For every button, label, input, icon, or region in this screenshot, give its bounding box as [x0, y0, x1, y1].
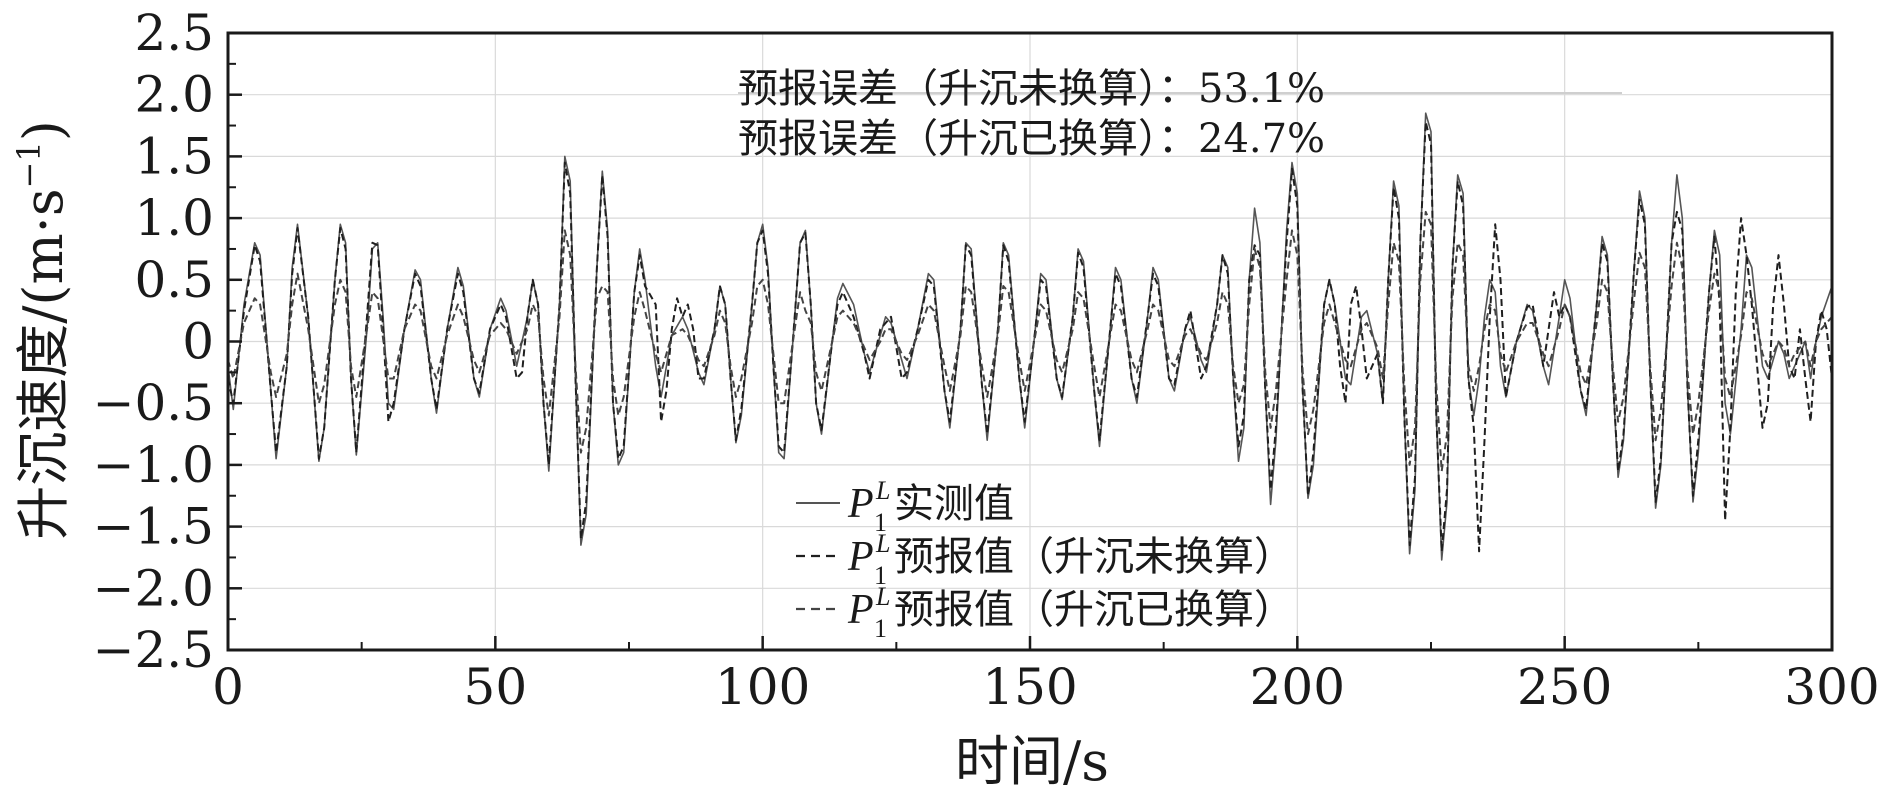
- legend-label: 实测值: [894, 481, 1014, 527]
- legend-subscript: 1: [874, 508, 887, 537]
- legend-symbol: P: [847, 534, 874, 580]
- x-tick-label: 150: [982, 658, 1077, 716]
- y-axis-title-superscript: −1: [10, 141, 48, 188]
- y-tick-label: 2.5: [134, 4, 214, 62]
- y-tick-label: 1.0: [134, 189, 214, 247]
- y-tick-label: 2.0: [134, 66, 214, 124]
- series-line-3: [227, 210, 1833, 473]
- y-tick-label: 0.5: [134, 251, 214, 309]
- x-tick-label: 0: [212, 658, 244, 716]
- annotation-error-converted: 预报误差（升沉已换算）：24.7%: [738, 116, 1325, 162]
- y-tick-label: −2.0: [93, 559, 214, 617]
- legend-superscript: L: [875, 582, 890, 611]
- y-tick-label: −2.5: [93, 621, 214, 679]
- y-axis-title-close: ): [12, 120, 75, 141]
- legend-symbol: P: [847, 481, 874, 527]
- legend-label: 预报值（升沉未换算）: [894, 534, 1294, 580]
- axis-ticks: [226, 31, 1834, 652]
- y-tick-label: −1.0: [93, 436, 214, 494]
- legend-entry-forecast-converted: P L 1 预报值（升沉已换算）: [796, 582, 1294, 643]
- y-tick-label: −1.5: [93, 498, 214, 556]
- y-axis-title-main: 升沉速度/(m·s: [12, 188, 75, 539]
- y-tick-label: −0.5: [93, 374, 214, 432]
- legend-superscript: L: [875, 529, 890, 558]
- x-tick-label: 250: [1517, 658, 1612, 716]
- annotation-error-unconverted: 预报误差（升沉未换算）：53.1%: [738, 66, 1325, 112]
- x-tick-label: 100: [715, 658, 810, 716]
- legend: P L 1 实测值 P L 1 预报值（升沉未换算） P L 1 预报值（升沉已…: [796, 476, 1294, 643]
- legend-symbol: P: [847, 587, 874, 633]
- series-line-2: [227, 120, 1833, 553]
- axis-tick-labels: 0 50 100 150 200 250 3002.52.01.51.00.50−0.5−1…: [93, 4, 1880, 716]
- legend-superscript: L: [875, 476, 890, 505]
- legend-entry-forecast-unconverted: P L 1 预报值（升沉未换算）: [796, 529, 1294, 590]
- x-tick-label: 200: [1250, 658, 1345, 716]
- legend-label: 预报值（升沉已换算）: [894, 587, 1294, 633]
- annotation-group: 预报误差（升沉未换算）：53.1% 预报误差（升沉已换算）：24.7%: [738, 66, 1622, 162]
- legend-subscript: 1: [874, 561, 887, 590]
- y-tick-label: 0: [182, 313, 214, 371]
- y-axis-title: 升沉速度/(m·s−1): [10, 120, 75, 540]
- x-tick-label: 50: [464, 658, 528, 716]
- x-axis-title: 时间/s: [955, 730, 1109, 793]
- series-layer: [227, 112, 1833, 561]
- legend-entry-measured: P L 1 实测值: [796, 476, 1014, 537]
- legend-subscript: 1: [874, 614, 887, 643]
- x-tick-label: 300: [1784, 658, 1879, 716]
- y-tick-label: 1.5: [134, 127, 214, 185]
